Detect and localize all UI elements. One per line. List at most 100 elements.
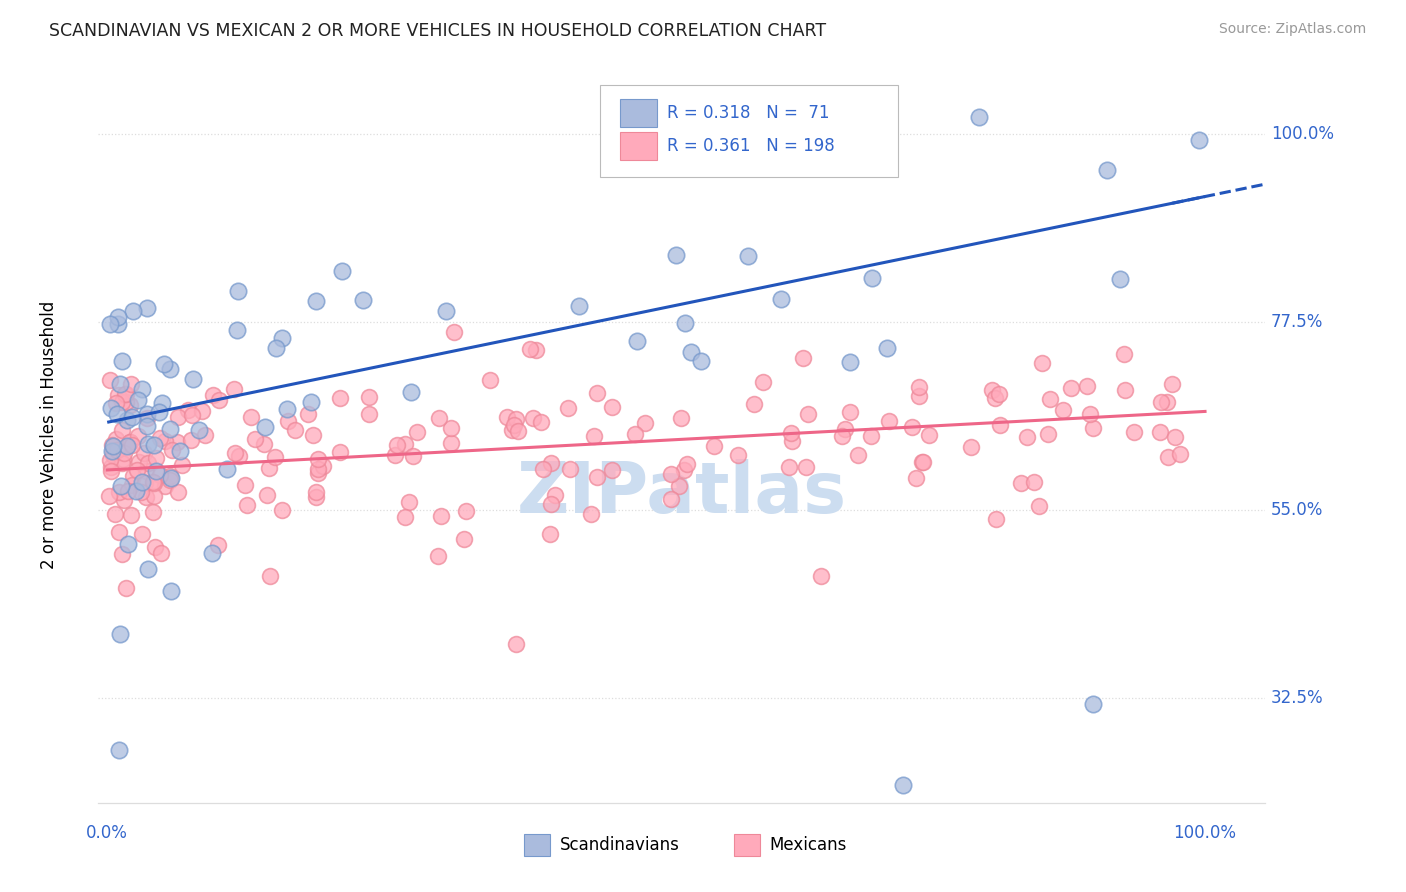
Point: [305, 293, 328, 308]
Point: [980, 383, 1002, 397]
Point: [312, 458, 335, 473]
Point: [703, 439, 725, 453]
Point: [671, 410, 693, 425]
Point: [505, 412, 527, 426]
Point: [127, 428, 149, 442]
Point: [257, 461, 280, 475]
Point: [160, 584, 183, 599]
Point: [122, 469, 145, 483]
Text: 100.0%: 100.0%: [1174, 823, 1236, 842]
Point: [149, 468, 172, 483]
Point: [1097, 162, 1119, 177]
Point: [659, 467, 682, 482]
Point: [624, 426, 647, 441]
Point: [503, 417, 526, 432]
Text: 100.0%: 100.0%: [1271, 125, 1334, 143]
Point: [794, 460, 817, 475]
Point: [544, 488, 567, 502]
Point: [284, 423, 307, 437]
Point: [1168, 447, 1191, 461]
Point: [602, 400, 624, 414]
Point: [453, 532, 475, 546]
Point: [307, 462, 329, 476]
Point: [540, 497, 562, 511]
Point: [117, 537, 139, 551]
Point: [101, 448, 124, 462]
Point: [112, 492, 135, 507]
Point: [912, 455, 935, 469]
Text: ZIPatlas: ZIPatlas: [517, 459, 846, 528]
Point: [127, 463, 149, 477]
Point: [586, 386, 609, 401]
Point: [169, 443, 191, 458]
Point: [1149, 425, 1171, 440]
Point: [1109, 272, 1132, 286]
Point: [1052, 402, 1074, 417]
Point: [443, 325, 465, 339]
Point: [177, 403, 200, 417]
Point: [834, 422, 856, 436]
Point: [665, 247, 688, 261]
Point: [207, 537, 229, 551]
Point: [737, 250, 759, 264]
Point: [1039, 392, 1062, 407]
Point: [159, 362, 181, 376]
Point: [877, 413, 900, 427]
Point: [752, 376, 775, 390]
Text: 0.0%: 0.0%: [86, 823, 128, 842]
Point: [170, 458, 193, 472]
Point: [780, 425, 803, 440]
Point: [329, 445, 352, 459]
Point: [201, 546, 224, 560]
Point: [183, 372, 205, 386]
Point: [330, 264, 353, 278]
Point: [959, 441, 981, 455]
Point: [1060, 381, 1083, 395]
Point: [120, 508, 142, 523]
Point: [143, 540, 166, 554]
Point: [271, 503, 294, 517]
Point: [125, 483, 148, 498]
Point: [104, 396, 127, 410]
Point: [101, 437, 124, 451]
Point: [904, 471, 927, 485]
Point: [357, 407, 380, 421]
Point: [112, 446, 135, 460]
Point: [918, 428, 941, 442]
Point: [135, 491, 157, 505]
Point: [136, 301, 159, 316]
Point: [127, 392, 149, 407]
Point: [1187, 133, 1209, 147]
Point: [136, 419, 159, 434]
Point: [834, 160, 856, 174]
Point: [136, 562, 159, 576]
Point: [1114, 384, 1136, 398]
Point: [1010, 475, 1032, 490]
Text: Scandinavians: Scandinavians: [560, 836, 679, 854]
Point: [531, 462, 554, 476]
Point: [838, 405, 860, 419]
Point: [134, 475, 156, 490]
Point: [145, 451, 167, 466]
Point: [398, 495, 420, 509]
Point: [100, 401, 122, 416]
Point: [121, 478, 143, 492]
Point: [672, 463, 695, 477]
Point: [134, 446, 156, 460]
Point: [115, 395, 138, 409]
Point: [98, 453, 121, 467]
Point: [115, 412, 138, 426]
Point: [104, 508, 127, 522]
Point: [136, 456, 159, 470]
Point: [634, 416, 657, 430]
Point: [456, 504, 478, 518]
Point: [114, 387, 136, 401]
Point: [860, 270, 883, 285]
Point: [108, 376, 131, 391]
Point: [190, 404, 212, 418]
Point: [166, 435, 188, 450]
Point: [117, 483, 139, 498]
Point: [143, 438, 166, 452]
Point: [501, 423, 523, 437]
Point: [479, 373, 502, 387]
